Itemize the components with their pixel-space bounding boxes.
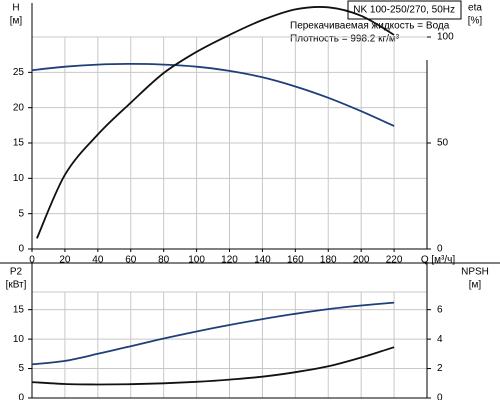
bottom-right-axis-unit: [м] xyxy=(469,280,482,291)
right-axis-tick-label: 4 xyxy=(437,334,443,345)
left-axis-tick-label: 15 xyxy=(13,304,25,315)
x-axis-tick-label: 100 xyxy=(188,255,205,266)
left-axis-tick-label: 0 xyxy=(18,393,24,400)
x-axis-tick-label: 180 xyxy=(320,255,337,266)
bottom-right-axis-name: NPSH xyxy=(461,267,489,278)
left-axis-tick-label: 15 xyxy=(13,138,25,149)
left-axis-tick-label: 5 xyxy=(18,363,24,374)
left-axis-tick-label: 10 xyxy=(13,334,25,345)
series-line-right-axis xyxy=(31,346,395,386)
x-axis-tick-label: 200 xyxy=(353,255,370,266)
series-line-left-axis xyxy=(31,62,395,127)
left-axis-tick-label: 20 xyxy=(13,102,25,113)
x-axis-tick-label: 220 xyxy=(386,255,403,266)
right-axis-tick-label: 0 xyxy=(437,244,443,255)
bottom-left-axis-unit: [кВт] xyxy=(6,280,27,291)
chart-title: NK 100-250/270, 50Hz xyxy=(353,5,455,16)
top-left-axis-unit: [м] xyxy=(10,16,23,27)
x-axis-tick-label: 120 xyxy=(221,255,238,266)
bottom-plot: 0 5 10 15 0 2 4 6 xyxy=(0,262,500,404)
left-axis-tick-label: 0 xyxy=(18,244,24,255)
top-left-axis-name: H xyxy=(12,3,19,14)
top-plot: 0 5 10 15 20 25 0 50 100 0 20 40 60 80 100 120 140 160 180… xyxy=(13,0,462,266)
x-axis-tick-label: 40 xyxy=(92,255,104,266)
x-axis-tick-label: 0 xyxy=(29,255,35,266)
right-axis-tick-label: 50 xyxy=(437,138,449,149)
x-axis-tick-label: 60 xyxy=(125,255,137,266)
right-axis-tick-label: 6 xyxy=(437,304,443,315)
right-axis-tick-label: 2 xyxy=(437,363,443,374)
right-axis-tick-label: 0 xyxy=(437,393,443,400)
x-axis-tick-label: 20 xyxy=(59,255,71,266)
top-right-axis-name: eta xyxy=(468,3,482,14)
series-line-left-axis xyxy=(31,301,395,366)
left-axis-tick-label: 25 xyxy=(13,67,25,78)
top-right-axis-unit: [%] xyxy=(468,16,483,27)
annotation-liquid: Перекачиваемая жидкость = Вода xyxy=(290,21,450,32)
series-line-right-axis xyxy=(36,6,395,239)
title-box xyxy=(347,0,462,20)
right-axis-tick-label: 100 xyxy=(437,32,454,43)
x-axis-tick-label: 160 xyxy=(287,255,304,266)
left-axis-tick-label: 10 xyxy=(13,173,25,184)
x-axis-tick-label: 140 xyxy=(254,255,271,266)
x-axis-label: Q [м³/ч] xyxy=(421,255,456,266)
x-axis-tick-label: 80 xyxy=(158,255,170,266)
bottom-left-axis-name: P2 xyxy=(10,267,23,278)
left-axis-tick-label: 5 xyxy=(18,208,24,219)
annotation-density: Плотность = 998.2 кг/м³ xyxy=(290,34,400,45)
